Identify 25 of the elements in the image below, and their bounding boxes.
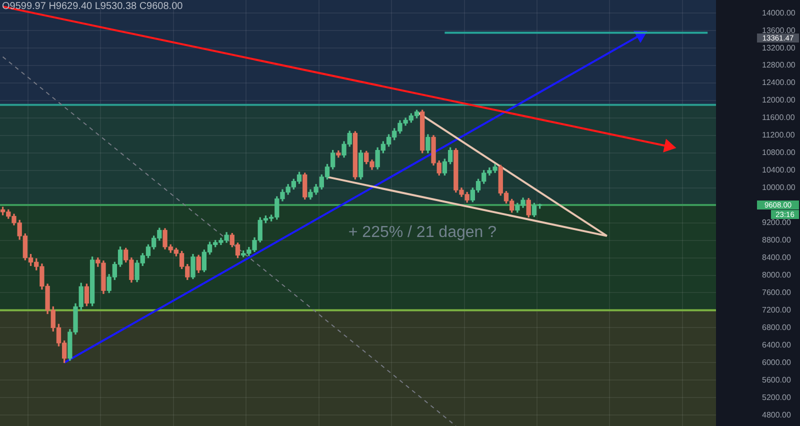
y-tick-label: 9200.00 bbox=[762, 218, 792, 228]
y-tick-label: 8000.00 bbox=[762, 270, 792, 280]
y-tick-label: 11600.00 bbox=[762, 113, 796, 122]
y-tick-label: 6400.00 bbox=[762, 340, 792, 350]
y-tick-label: 13200.00 bbox=[762, 43, 796, 52]
y-tick-label: 10000.00 bbox=[762, 183, 796, 192]
y-tick-label: 12800.00 bbox=[762, 60, 796, 70]
y-tick-label: 5200.00 bbox=[762, 392, 792, 402]
y-tick-label: 11200.00 bbox=[762, 130, 796, 140]
y-tick-label: 10400.00 bbox=[762, 166, 796, 175]
y-tick-label: 6000.00 bbox=[762, 358, 792, 367]
y-tick-label: 13600.00 bbox=[762, 26, 796, 35]
y-tick-label: 10800.00 bbox=[762, 148, 796, 158]
annotation: O9599.97 H9629.40 L9530.38 C9608.00 bbox=[2, 0, 184, 12]
y-tick-label: 4800.00 bbox=[762, 410, 792, 420]
y-tick-label: 7600.00 bbox=[762, 288, 792, 297]
y-tick-label: 8400.00 bbox=[762, 252, 792, 262]
y-tick-label: 5600.00 bbox=[762, 375, 792, 384]
y-tick-label: 12000.00 bbox=[762, 96, 796, 105]
y-tick-label: 8800.00 bbox=[762, 236, 792, 245]
y-tick-label: 12400.00 bbox=[762, 78, 796, 88]
y-tick-label: 7200.00 bbox=[762, 305, 792, 314]
y-tick-label: 6800.00 bbox=[762, 322, 792, 332]
annotation: + 225% / 21 dagen ? bbox=[348, 224, 497, 241]
y-tick-label: 14000.00 bbox=[762, 8, 796, 18]
